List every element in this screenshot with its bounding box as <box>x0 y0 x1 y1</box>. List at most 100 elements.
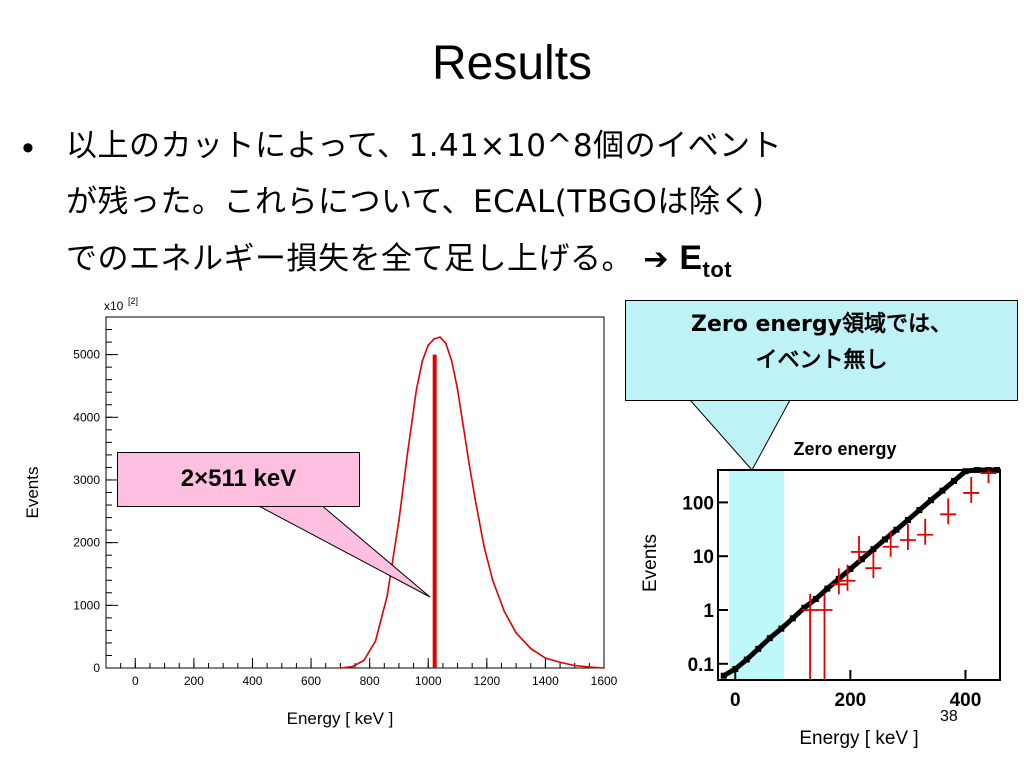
y-axis-label: Events <box>640 534 661 592</box>
histogram-point <box>362 659 365 662</box>
slide-title: Results <box>431 37 593 90</box>
histogram-point <box>444 342 447 345</box>
bullet-marker: • <box>22 129 34 167</box>
y-tick-label: 10 <box>693 547 714 568</box>
black-data-point <box>824 585 831 592</box>
x-tick-label: 1400 <box>532 674 559 688</box>
histogram-point <box>415 388 418 390</box>
etot-main: E <box>679 239 703 277</box>
y-tick-label: 0 <box>93 661 100 675</box>
black-data-point <box>720 672 727 679</box>
x-tick-label: 800 <box>360 674 380 688</box>
black-data-point <box>847 565 854 572</box>
black-data-point <box>812 596 819 603</box>
histogram-point <box>427 344 430 347</box>
histogram-point <box>386 595 389 597</box>
histogram-point <box>468 463 471 466</box>
x-tick-label: 1000 <box>415 674 442 688</box>
y-tick-label: 5000 <box>73 348 100 362</box>
x-tick-label: 0 <box>730 690 741 711</box>
black-data-point <box>939 487 946 494</box>
y-tick-label: 4000 <box>73 410 100 424</box>
histogram-point <box>588 666 591 668</box>
y-tick-label: 0.1 <box>688 655 715 676</box>
zero-energy-label: Zero energy <box>793 439 896 459</box>
histogram-point <box>573 664 576 667</box>
histogram-point <box>374 640 377 642</box>
histogram-point <box>529 647 532 650</box>
histogram-point <box>339 667 342 669</box>
y-tick-label: 3000 <box>73 473 100 487</box>
x-tick-label: 1200 <box>473 674 500 688</box>
histogram-point <box>503 610 506 613</box>
histogram-point <box>482 544 485 547</box>
x-tick-label: 0 <box>132 674 139 688</box>
black-data-point <box>801 604 808 611</box>
x-tick-label: 200 <box>835 690 867 711</box>
x-tick-label: 200 <box>184 674 204 688</box>
peak-callout-text: 2×511 keV <box>180 465 297 492</box>
x-tick-label: 400 <box>242 674 262 688</box>
black-data-point <box>916 507 923 514</box>
etot-sub: tot <box>702 257 733 282</box>
x-tick-label: 1600 <box>591 674 618 688</box>
black-data-point <box>789 615 796 622</box>
histogram-point <box>433 338 435 340</box>
y-multiplier: x10 <box>104 299 124 313</box>
bullet-line-3-text: でのエネルギー損失を全て足し上げる。 <box>66 241 633 277</box>
black-data-point <box>962 468 969 475</box>
histogram-point <box>491 579 494 582</box>
black-data-point <box>927 497 934 504</box>
bullet-line-1: 以上のカットによって、1.41×10^8個のイベント <box>66 128 783 164</box>
zero-callout-line-1: Zero energy領域では、 <box>691 312 952 337</box>
y-tick-label: 1 <box>703 601 714 622</box>
bullet-line-2: が残った。これらについて、ECAL(TBGOは除く) <box>66 184 765 220</box>
black-data-point <box>950 477 957 484</box>
histogram-point <box>406 450 409 453</box>
peak-callout: 2×511 keV <box>117 452 360 507</box>
x-tick-label: 600 <box>301 674 321 688</box>
black-data-point <box>994 467 1001 473</box>
histogram-point <box>474 497 477 500</box>
histogram-line <box>340 336 605 669</box>
black-data-point <box>732 666 739 673</box>
black-data-point <box>881 536 888 543</box>
black-data-point <box>870 546 877 553</box>
histogram-point <box>456 388 459 390</box>
x-axis-label: Energy [ keV ] <box>287 709 394 728</box>
histogram-point <box>450 359 453 362</box>
black-data-point <box>778 625 785 632</box>
black-data-point <box>743 656 750 663</box>
black-data-point <box>858 556 865 563</box>
black-data-point <box>755 645 762 652</box>
y-multiplier-exp: [2] <box>128 296 138 306</box>
bullet-text: 以上のカットによって、1.41×10^8個のイベント が残った。これらについて、… <box>66 118 1016 298</box>
black-data-point <box>973 467 980 473</box>
zero-callout-line-2: イベント無し <box>755 348 888 373</box>
x-tick-label: 400 <box>950 690 982 711</box>
plot-frame <box>717 469 1001 681</box>
histogram-point <box>351 665 353 668</box>
arrow-right-icon: ➔ <box>643 242 669 277</box>
histogram-point <box>421 359 424 362</box>
bullet-line-3: でのエネルギー損失を全て足し上げる。 ➔ Etot <box>66 230 1016 298</box>
black-data-point <box>766 635 773 642</box>
histogram-point <box>515 632 518 634</box>
black-data-point <box>893 526 900 533</box>
histogram-point <box>603 667 605 669</box>
histogram-point <box>398 519 400 522</box>
histogram-point <box>462 425 465 428</box>
etot-label: Etot <box>679 239 732 282</box>
y-tick-label: 2000 <box>73 536 100 550</box>
page-number: 38 <box>940 708 958 725</box>
y-tick-label: 1000 <box>73 598 100 612</box>
x-axis-label: Energy [ keV ] <box>799 728 918 749</box>
zero-energy-log-chart: Zero energy 0 200 400 0.1 1 10 100 Events Energy … <box>640 439 1001 749</box>
histogram-point <box>559 661 561 664</box>
y-axis-label: Events <box>23 467 42 519</box>
histogram-point <box>439 336 441 338</box>
y-tick-label: 100 <box>682 493 714 514</box>
zero-energy-callout: Zero energy領域では、 イベント無し <box>625 300 1018 401</box>
zero-energy-band <box>729 470 785 680</box>
histogram-point <box>544 657 547 659</box>
